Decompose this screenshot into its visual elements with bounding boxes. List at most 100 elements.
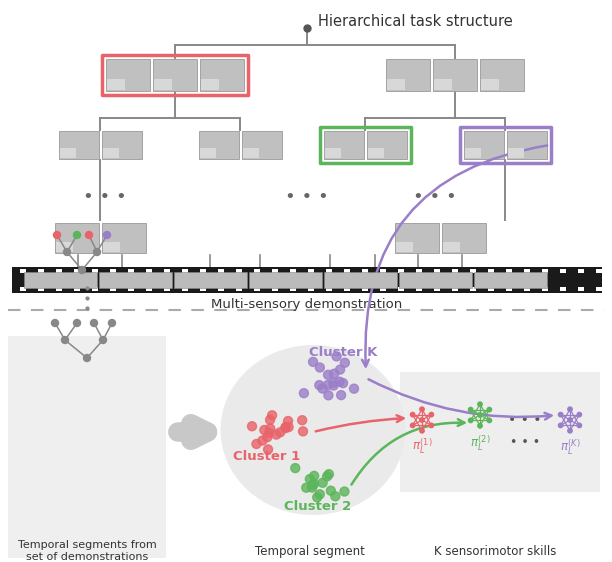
Bar [56, 242, 73, 252]
Circle shape [411, 423, 415, 428]
Bar [290, 269, 296, 273]
Bar [416, 287, 422, 291]
Bar [524, 269, 530, 273]
Bar [463, 131, 504, 159]
Bar [452, 269, 458, 273]
Bar [400, 372, 600, 492]
Bar [395, 242, 413, 252]
Circle shape [258, 436, 267, 445]
Circle shape [568, 407, 572, 411]
Bar [59, 131, 99, 159]
Bar [507, 131, 547, 159]
Circle shape [83, 355, 91, 361]
Circle shape [297, 416, 307, 425]
Circle shape [335, 365, 345, 374]
Circle shape [247, 422, 256, 430]
Text: • • •: • • • [285, 188, 329, 206]
Bar [8, 336, 166, 558]
Circle shape [332, 352, 341, 361]
Bar [324, 272, 397, 288]
Bar [56, 269, 62, 273]
Circle shape [264, 445, 272, 454]
Circle shape [299, 427, 307, 436]
Circle shape [51, 320, 59, 327]
Circle shape [73, 232, 81, 238]
Text: $\pi_L^{(2)}$: $\pi_L^{(2)}$ [469, 433, 490, 453]
Bar [102, 131, 141, 159]
Circle shape [429, 423, 433, 428]
Bar [524, 287, 530, 291]
Circle shape [103, 232, 111, 238]
Circle shape [335, 377, 344, 386]
Bar [399, 272, 472, 288]
Bar [164, 287, 170, 291]
Bar [236, 269, 242, 273]
Bar [395, 223, 439, 253]
Bar [146, 287, 152, 291]
Circle shape [264, 428, 274, 437]
Circle shape [478, 424, 482, 428]
Circle shape [291, 464, 300, 473]
Circle shape [337, 391, 346, 400]
Bar [200, 148, 215, 158]
Bar [12, 267, 602, 293]
Bar [442, 242, 460, 252]
Circle shape [315, 363, 324, 372]
Bar [434, 79, 452, 90]
Bar [578, 269, 584, 273]
Bar [200, 287, 206, 291]
Circle shape [308, 483, 316, 492]
Bar [308, 269, 314, 273]
Circle shape [329, 381, 338, 390]
Circle shape [340, 358, 349, 367]
Bar [480, 59, 524, 91]
Bar [20, 269, 26, 273]
Circle shape [349, 384, 359, 393]
Circle shape [94, 248, 100, 256]
Circle shape [323, 380, 332, 389]
Bar [128, 269, 134, 273]
Bar [242, 131, 282, 159]
Bar [198, 131, 239, 159]
Circle shape [323, 472, 332, 481]
Circle shape [100, 337, 106, 343]
Bar [441, 223, 485, 253]
Circle shape [284, 423, 293, 432]
Bar [54, 223, 99, 253]
Circle shape [313, 493, 322, 502]
Bar [74, 287, 80, 291]
Bar [367, 148, 384, 158]
Circle shape [338, 379, 348, 388]
Circle shape [340, 487, 349, 496]
Circle shape [478, 413, 482, 417]
Bar [218, 269, 224, 273]
Bar [59, 148, 75, 158]
Circle shape [53, 232, 61, 238]
Circle shape [272, 430, 281, 439]
Circle shape [281, 423, 290, 432]
Bar [386, 59, 430, 91]
Circle shape [263, 433, 272, 442]
Bar [200, 269, 206, 273]
Bar [380, 287, 386, 291]
Text: Cluster 1: Cluster 1 [233, 450, 300, 463]
Circle shape [326, 486, 335, 495]
Bar [24, 272, 97, 288]
Bar [272, 269, 278, 273]
Circle shape [108, 320, 116, 327]
Bar [488, 287, 494, 291]
Circle shape [315, 380, 324, 389]
Bar [324, 131, 364, 159]
Circle shape [468, 418, 473, 423]
Bar [102, 242, 120, 252]
Bar [308, 287, 314, 291]
Circle shape [64, 248, 70, 256]
Text: Multi-sensory demonstration: Multi-sensory demonstration [211, 298, 403, 311]
Bar [56, 287, 62, 291]
Bar [107, 79, 125, 90]
Bar [20, 287, 26, 291]
Bar [92, 287, 98, 291]
Bar [481, 79, 499, 90]
Circle shape [310, 479, 319, 488]
Bar [367, 131, 406, 159]
